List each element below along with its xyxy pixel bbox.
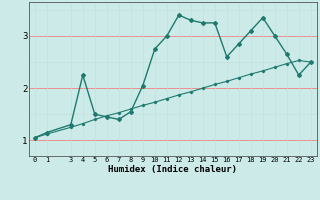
X-axis label: Humidex (Indice chaleur): Humidex (Indice chaleur)	[108, 165, 237, 174]
